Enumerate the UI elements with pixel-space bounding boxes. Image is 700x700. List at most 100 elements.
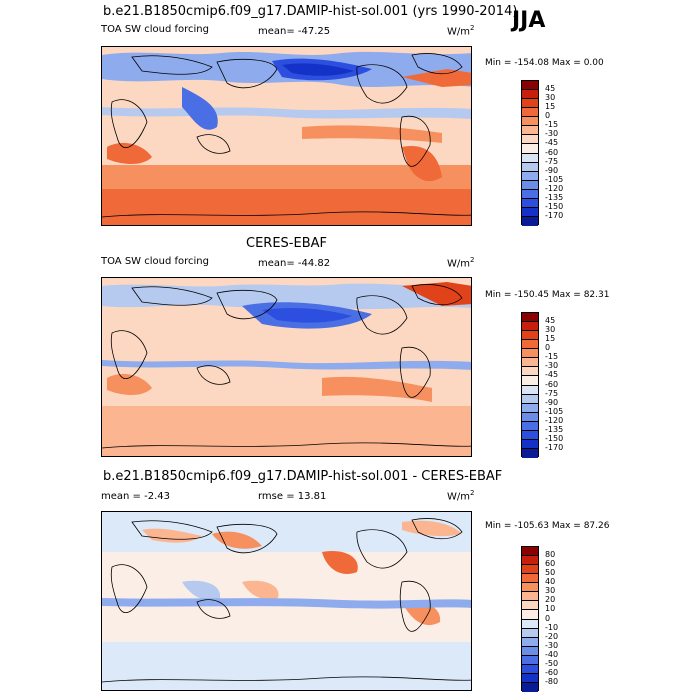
colorbar-tick-label: -120 (545, 415, 564, 425)
colorbar-swatch (522, 207, 538, 217)
colorbar-swatch (522, 673, 538, 683)
colorbar-tick-label: -80 (545, 676, 559, 686)
colorbar-tick-label: -15 (545, 352, 559, 362)
colorbar-swatch (522, 313, 538, 323)
colorbar-swatch (522, 556, 538, 566)
colorbar-tick-label: 45 (545, 316, 556, 326)
colorbar-tick-label: 15 (545, 334, 556, 344)
colorbar-tick-label: 0 (545, 613, 551, 623)
colorbar-tick-label: -150 (545, 201, 564, 211)
map-plot (101, 511, 472, 691)
colorbar-swatch (522, 646, 538, 656)
colorbar-swatch (522, 412, 538, 422)
colorbar-swatch (522, 430, 538, 440)
colorbar-tick-label: -170 (545, 210, 564, 220)
season-label: JJA (512, 8, 546, 33)
colorbar-swatch (522, 664, 538, 674)
colorbar-swatch (522, 547, 538, 557)
colorbar-tick-label: -135 (545, 192, 564, 202)
colorbar-swatch (522, 340, 538, 350)
colorbar-swatch (522, 394, 538, 404)
colorbar-tick-label: 0 (545, 111, 551, 121)
colorbar-tick-label: -90 (545, 397, 559, 407)
colorbar-tick-label: -15 (545, 120, 559, 130)
colorbar-swatch (522, 628, 538, 638)
colorbar-tick-label: 60 (545, 559, 556, 569)
colorbar-swatch (522, 153, 538, 163)
panel-title: b.e21.B1850cmip6.f09_g17.DAMIP-hist-sol.… (103, 469, 503, 484)
rmse-label: rmse = 13.81 (258, 491, 327, 502)
mean-label: mean = -2.43 (101, 491, 170, 502)
colorbar-tick-label: 30 (545, 93, 556, 103)
colorbar-swatch (522, 565, 538, 575)
colorbar (521, 312, 539, 458)
colorbar (521, 546, 539, 692)
colorbar-tick-label: 30 (545, 586, 556, 596)
colorbar-swatch (522, 162, 538, 172)
colorbar-swatch (522, 198, 538, 208)
colorbar-swatch (522, 448, 538, 458)
panel-title: b.e21.B1850cmip6.f09_g17.DAMIP-hist-sol.… (103, 4, 518, 19)
colorbar-tick-label: -60 (545, 667, 559, 677)
colorbar-tick-label: -45 (545, 370, 559, 380)
colorbar-tick-label: 10 (545, 604, 556, 614)
colorbar-tick-label: -75 (545, 156, 559, 166)
colorbar-tick-label: -45 (545, 138, 559, 148)
colorbar-swatch (522, 403, 538, 413)
panel-title: CERES-EBAF (246, 236, 327, 251)
min-max-label: Min = -105.63 Max = 87.26 (485, 521, 610, 531)
colorbar-swatch (522, 216, 538, 226)
colorbar-swatch (522, 682, 538, 692)
min-max-label: Min = -154.08 Max = 0.00 (485, 58, 604, 68)
colorbar-swatch (522, 619, 538, 629)
colorbar-swatch (522, 144, 538, 154)
colorbar-tick-label: 45 (545, 84, 556, 94)
colorbar-swatch (522, 90, 538, 100)
colorbar-swatch (522, 108, 538, 118)
colorbar-swatch (522, 367, 538, 377)
colorbar-swatch (522, 421, 538, 431)
colorbar-swatch (522, 583, 538, 593)
colorbar-tick-label: 50 (545, 568, 556, 578)
colorbar-swatch (522, 574, 538, 584)
colorbar-swatch (522, 349, 538, 359)
colorbar-swatch (522, 601, 538, 611)
colorbar-swatch (522, 358, 538, 368)
variable-label: TOA SW cloud forcing (101, 24, 209, 35)
colorbar-tick-label: 40 (545, 577, 556, 587)
colorbar-tick-label: -60 (545, 147, 559, 157)
colorbar-tick-label: 30 (545, 325, 556, 335)
min-max-label: Min = -150.45 Max = 82.31 (485, 290, 610, 300)
colorbar-tick-label: -40 (545, 649, 559, 659)
units-label: W/m2 (447, 24, 475, 38)
mean-label: mean= -44.82 (258, 258, 331, 269)
colorbar-swatch (522, 610, 538, 620)
variable-label: TOA SW cloud forcing (101, 256, 209, 267)
colorbar-tick-label: -120 (545, 183, 564, 193)
colorbar-swatch (522, 99, 538, 109)
colorbar-swatch (522, 592, 538, 602)
colorbar-tick-label: -75 (545, 388, 559, 398)
colorbar-swatch (522, 135, 538, 145)
colorbar-tick-label: -50 (545, 658, 559, 668)
colorbar-tick-label: -20 (545, 631, 559, 641)
colorbar-swatch (522, 189, 538, 199)
colorbar-tick-label: 0 (545, 343, 551, 353)
colorbar-tick-label: -60 (545, 379, 559, 389)
colorbar-tick-label: -90 (545, 165, 559, 175)
colorbar-tick-label: 20 (545, 595, 556, 605)
colorbar-tick-label: -30 (545, 129, 559, 139)
colorbar-tick-label: -30 (545, 361, 559, 371)
colorbar-swatch (522, 171, 538, 181)
colorbar-tick-label: 80 (545, 550, 556, 560)
colorbar-tick-label: -105 (545, 406, 564, 416)
colorbar-tick-label: 15 (545, 102, 556, 112)
units-label: W/m2 (447, 489, 475, 503)
colorbar (521, 80, 539, 226)
map-plot (101, 277, 472, 457)
units-label: W/m2 (447, 256, 475, 270)
colorbar-swatch (522, 439, 538, 449)
colorbar-tick-label: -170 (545, 442, 564, 452)
mean-label: mean= -47.25 (258, 26, 331, 37)
colorbar-swatch (522, 376, 538, 386)
